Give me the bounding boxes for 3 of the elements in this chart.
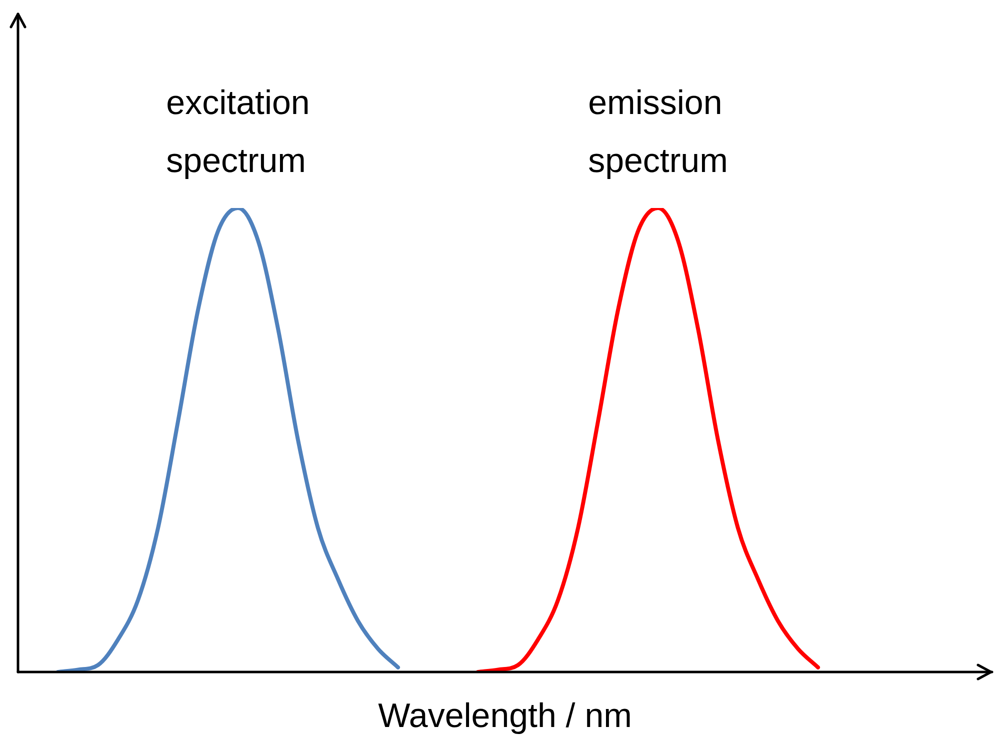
text: excitation spectrum <box>166 84 310 180</box>
x-axis-title: Wavelength / nm <box>378 697 632 735</box>
text: emission spectrum <box>588 84 728 180</box>
